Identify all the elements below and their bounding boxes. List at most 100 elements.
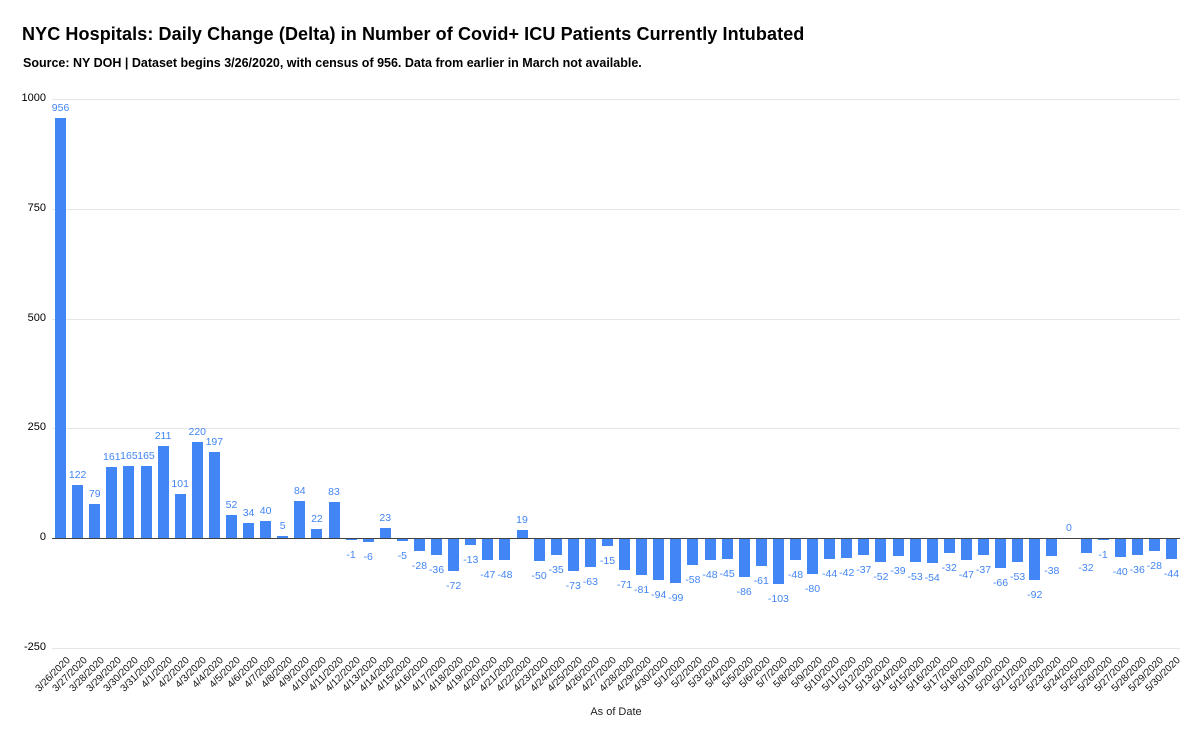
bar <box>362 539 374 542</box>
bar <box>499 539 511 561</box>
bar <box>89 503 101 539</box>
bar-value-label: -47 <box>480 568 496 581</box>
bar-value-label: -37 <box>856 564 872 577</box>
bar <box>1097 539 1109 541</box>
bar <box>892 539 904 557</box>
gridline <box>52 208 1180 210</box>
bar <box>977 539 989 556</box>
bar-value-label: 40 <box>259 504 272 517</box>
plot-area: 956 3/26/2020 122 3/27/2020 79 3/28/2020 161 3/… <box>33 99 1183 694</box>
bar-value-label: 5 <box>279 520 286 532</box>
bar-value-label: 211 <box>154 429 172 442</box>
bar <box>431 539 443 555</box>
bar <box>550 539 562 555</box>
bar <box>482 539 494 560</box>
bar <box>55 118 67 539</box>
bar-value-label: -32 <box>1078 562 1094 575</box>
bar-value-label: -28 <box>1146 560 1162 573</box>
bar-value-label: -58 <box>685 573 701 586</box>
bar <box>345 539 357 541</box>
bar <box>943 539 955 554</box>
bar <box>738 539 750 577</box>
bar-value-label: 23 <box>379 512 392 525</box>
bar <box>772 539 784 585</box>
bar <box>721 539 733 559</box>
bar-value-label: -50 <box>531 570 547 583</box>
bar <box>875 539 887 563</box>
bar <box>448 539 460 571</box>
bar <box>704 539 716 561</box>
gridline <box>52 99 1180 100</box>
bar-value-label: -1 <box>1098 548 1108 561</box>
y-tick-label: -250 <box>23 641 46 653</box>
bar <box>72 484 84 539</box>
bar <box>1046 539 1058 556</box>
bar-value-label: -61 <box>753 574 769 587</box>
bar <box>311 528 323 539</box>
bar-value-label: -72 <box>446 579 462 592</box>
bar-value-label: -35 <box>548 563 564 576</box>
y-tick-label: 0 <box>39 531 46 544</box>
bar-value-label: -53 <box>907 571 923 584</box>
bar-value-label: -47 <box>958 568 974 581</box>
bar <box>619 539 631 571</box>
bar-value-label: -99 <box>668 591 684 604</box>
bar <box>243 523 255 539</box>
y-tick-label: 1000 <box>21 92 46 104</box>
y-tick-label: 750 <box>27 201 46 214</box>
bar <box>277 536 289 539</box>
bar <box>1131 539 1143 555</box>
bar-value-label: 34 <box>242 507 255 520</box>
bar-value-label: -44 <box>822 567 838 580</box>
bar <box>636 539 648 575</box>
bar-value-label: 197 <box>205 435 224 448</box>
bar <box>601 539 613 546</box>
bar <box>396 539 408 542</box>
bar <box>1114 539 1126 557</box>
bar-value-label: -1 <box>346 548 356 561</box>
bar-value-label: -45 <box>719 567 735 580</box>
bar-value-label: 165 <box>137 449 155 462</box>
bar-value-label: -48 <box>787 569 804 582</box>
bar-value-label: -38 <box>1044 564 1060 577</box>
bar-value-label: 79 <box>88 487 101 500</box>
bar <box>328 501 340 539</box>
bar-value-label: -36 <box>428 564 445 576</box>
bar-value-label: -66 <box>992 577 1009 590</box>
bar-value-label: -63 <box>582 575 598 588</box>
bar-value-label: -81 <box>634 583 650 596</box>
bar <box>909 539 921 563</box>
bar-value-label: -94 <box>651 589 667 602</box>
bar <box>533 539 545 562</box>
bar <box>653 539 665 581</box>
bar-value-label: -5 <box>397 550 408 563</box>
bar <box>157 445 169 539</box>
bar <box>225 515 237 539</box>
bar-value-label: -48 <box>702 569 718 582</box>
bar-value-label: -28 <box>411 560 428 573</box>
bar <box>789 539 801 561</box>
bar-value-label: -53 <box>1010 571 1026 584</box>
y-tick-label: 250 <box>27 421 46 434</box>
bar <box>755 539 767 566</box>
bar <box>294 501 306 539</box>
bar <box>174 493 186 539</box>
bar <box>413 539 425 552</box>
bar-value-label: -37 <box>975 564 992 577</box>
bar-value-label: 19 <box>516 513 528 526</box>
bar-value-label: -52 <box>873 571 889 584</box>
bar <box>824 539 836 559</box>
bar-value-label: -92 <box>1027 588 1043 601</box>
bar-value-label: -86 <box>736 585 752 598</box>
bar-value-label: -44 <box>1163 567 1180 580</box>
bar <box>140 465 152 539</box>
bar-value-label: -80 <box>804 583 821 596</box>
bar <box>208 451 220 539</box>
zero-baseline <box>52 538 1180 540</box>
bar <box>670 539 682 583</box>
bar <box>516 529 528 539</box>
bar-value-label: 956 <box>51 102 70 115</box>
bar <box>841 539 853 558</box>
bar <box>687 539 699 565</box>
bar-value-label: 161 <box>103 451 121 464</box>
